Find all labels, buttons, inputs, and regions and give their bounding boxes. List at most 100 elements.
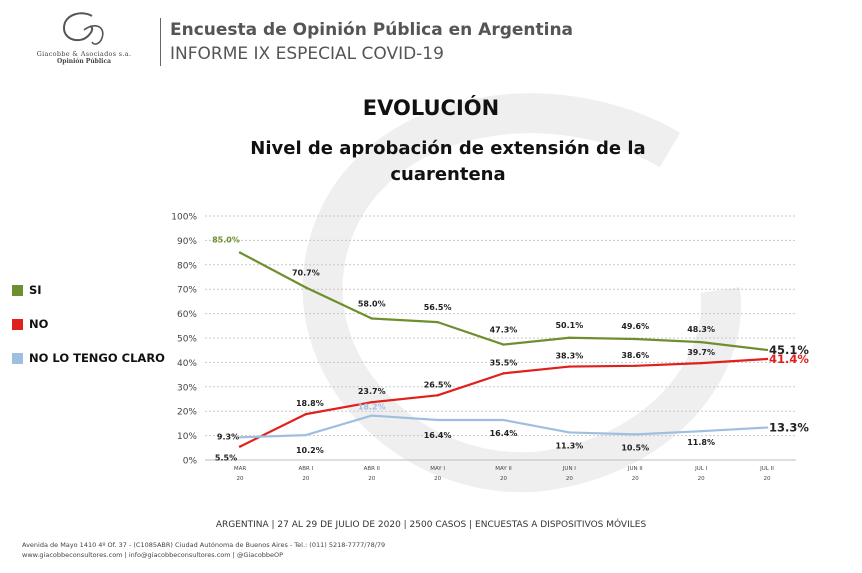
- x-tick-label-year: 20: [237, 476, 244, 482]
- x-tick-label: MAY I: [430, 466, 445, 472]
- data-point: [765, 348, 769, 352]
- data-point: [304, 286, 308, 289]
- data-label: 49.6%: [621, 322, 649, 331]
- data-label: 85.0%: [212, 236, 240, 245]
- y-tick-label: 30%: [177, 383, 197, 393]
- data-point: [370, 414, 373, 417]
- data-label: 10.2%: [296, 446, 324, 455]
- legend-swatch-si: [12, 284, 23, 296]
- data-label: 38.3%: [555, 352, 583, 361]
- footer-address: Avenida de Mayo 1410 4º Of. 37 - (C1085A…: [22, 541, 386, 549]
- data-point: [502, 343, 505, 346]
- data-label: 18.8%: [296, 399, 324, 408]
- x-tick-label-year: 20: [764, 476, 771, 482]
- data-point: [699, 340, 703, 344]
- legend-swatch-no-lo-tengo-claro: [12, 352, 23, 364]
- data-point: [765, 426, 769, 429]
- x-tick-label-year: 20: [698, 476, 705, 482]
- data-label: 18.2%: [358, 403, 386, 412]
- y-tick-label: 10%: [177, 432, 197, 442]
- data-label: 35.5%: [490, 358, 518, 367]
- data-point: [568, 431, 571, 434]
- x-tick-label: JUN I: [562, 466, 577, 472]
- data-label: 5.5%: [215, 454, 237, 463]
- x-tick-label-year: 20: [434, 476, 441, 482]
- data-point: [370, 400, 373, 404]
- data-point: [634, 337, 637, 341]
- data-point: [568, 365, 571, 368]
- y-tick-label: 100%: [171, 213, 197, 223]
- y-tick-label: 60%: [177, 310, 197, 320]
- data-point: [436, 394, 439, 397]
- data-point: [502, 372, 505, 375]
- x-tick-label: MAY II: [495, 466, 512, 472]
- report-subtitle: INFORME IX ESPECIAL COVID-19: [170, 44, 444, 64]
- y-tick-label: 90%: [177, 237, 197, 247]
- data-label: 11.8%: [687, 438, 715, 447]
- data-point: [238, 445, 242, 448]
- data-point: [238, 436, 242, 439]
- data-point: [765, 357, 769, 361]
- data-label: 70.7%: [292, 268, 320, 277]
- data-point: [634, 433, 637, 436]
- data-point: [304, 412, 308, 416]
- y-tick-label: 50%: [177, 335, 197, 345]
- data-label: 56.5%: [424, 303, 452, 312]
- data-label: 11.3%: [555, 441, 583, 450]
- logo-subtitle: Opinión Pública: [57, 58, 111, 65]
- data-label: 39.7%: [687, 348, 715, 357]
- data-label: 9.3%: [217, 432, 239, 441]
- series-line-0: [239, 251, 768, 352]
- y-tick-label: 80%: [177, 261, 197, 271]
- x-tick-label: ABR I: [299, 466, 314, 472]
- x-tick-label: JUN II: [627, 466, 643, 472]
- data-label: 13.3%: [769, 421, 809, 435]
- y-tick-label: 40%: [177, 359, 197, 369]
- x-tick-label: JUL II: [759, 466, 774, 472]
- data-label: 23.7%: [358, 387, 386, 396]
- data-point: [370, 317, 373, 320]
- data-point: [502, 418, 505, 422]
- footer-contact: www.giacobbeconsultores.com | info@giaco…: [22, 551, 284, 559]
- data-point: [634, 364, 637, 368]
- legend-item-si: SI: [12, 283, 172, 297]
- data-point: [568, 336, 571, 339]
- data-label: 58.0%: [358, 299, 386, 308]
- header-divider: [160, 18, 161, 66]
- legend-label-no: NO: [29, 317, 49, 331]
- y-tick-label: 70%: [177, 286, 197, 296]
- company-logo: Giacobbe & Asociados s.a. Opinión Públic…: [18, 8, 150, 80]
- x-tick-label-year: 20: [368, 476, 375, 482]
- legend-item-no: NO: [12, 317, 172, 331]
- data-point: [238, 251, 242, 254]
- legend-item-no-lo-tengo-claro: NO LO TENGO CLARO: [12, 351, 172, 365]
- x-tick-label-year: 20: [302, 476, 309, 482]
- legend-label-no-lo-tengo-claro: NO LO TENGO CLARO: [29, 351, 165, 365]
- x-tick-label: ABR II: [364, 466, 381, 472]
- data-label: 45.1%: [769, 343, 809, 357]
- logo-firm-name: Giacobbe & Asociados s.a.: [36, 50, 132, 58]
- data-label: 50.1%: [555, 321, 583, 330]
- y-tick-label: 20%: [177, 408, 197, 418]
- footer-survey-info: ARGENTINA | 27 AL 29 DE JULIO DE 2020 | …: [215, 520, 647, 530]
- legend-label-si: SI: [29, 283, 42, 297]
- x-tick-label: JUL I: [694, 466, 707, 472]
- x-tick-label-year: 20: [500, 476, 507, 482]
- section-title: EVOLUCIÓN: [362, 96, 500, 120]
- data-point: [436, 320, 439, 324]
- data-point: [436, 418, 439, 422]
- data-label: 26.5%: [424, 380, 452, 389]
- data-label: 47.3%: [490, 326, 518, 335]
- data-label: 10.5%: [621, 443, 649, 452]
- report-title: Encuesta de Opinión Pública en Argentina: [170, 20, 574, 40]
- data-label: 16.4%: [490, 429, 518, 438]
- data-point: [699, 361, 703, 365]
- data-label: 16.4%: [424, 431, 452, 440]
- y-tick-label: 0%: [183, 457, 198, 467]
- data-label: 41.4%: [769, 352, 809, 366]
- x-tick-label-year: 20: [566, 476, 573, 482]
- data-label: 48.3%: [687, 325, 715, 334]
- data-point: [699, 430, 703, 433]
- data-label: 38.6%: [621, 351, 649, 360]
